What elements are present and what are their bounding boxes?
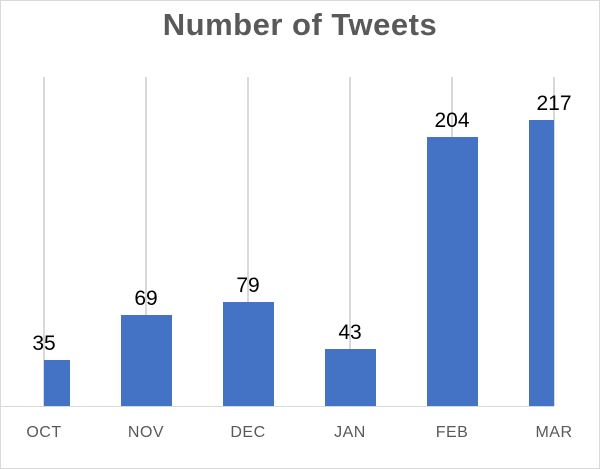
bar-feb — [426, 137, 478, 406]
gridline-nov — [145, 76, 147, 406]
bar-nov — [120, 315, 172, 406]
bar-jan — [324, 349, 376, 406]
x-axis-label-dec: DEC — [230, 424, 266, 441]
data-label-feb: 204 — [434, 109, 470, 133]
data-label-oct: 35 — [32, 331, 56, 355]
x-axis-label-mar: MAR — [535, 424, 573, 441]
chart-title: Number of Tweets — [162, 7, 438, 42]
gridline-mar — [553, 76, 555, 406]
x-axis-label-nov: NOV — [127, 424, 165, 441]
bar-mar — [528, 119, 554, 406]
x-axis-label-oct: OCT — [26, 424, 62, 441]
data-label-dec: 79 — [236, 273, 260, 297]
gridline-dec — [247, 76, 249, 406]
gridline-jan — [349, 76, 351, 406]
data-label-nov: 69 — [134, 287, 158, 311]
bar-dec — [222, 301, 274, 406]
x-axis-label-feb: FEB — [435, 424, 469, 441]
data-label-mar: 217 — [536, 91, 572, 115]
bar-oct — [44, 359, 70, 406]
x-axis-line — [1, 405, 554, 407]
x-axis-label-jan: JAN — [334, 424, 366, 441]
gridline-oct — [43, 76, 45, 406]
data-label-jan: 43 — [338, 321, 362, 345]
